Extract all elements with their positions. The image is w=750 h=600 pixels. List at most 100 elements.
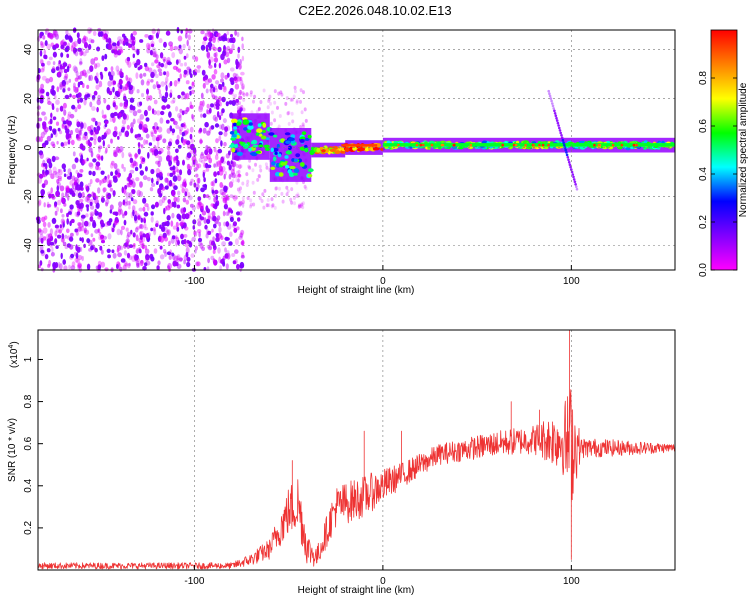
spectrogram-cell bbox=[70, 139, 75, 146]
spectrogram-cell bbox=[168, 161, 172, 168]
spectrogram-cell bbox=[79, 143, 84, 150]
spectrogram-cell bbox=[237, 53, 240, 59]
spectrogram-cell bbox=[287, 110, 291, 115]
spectrogram-cell bbox=[173, 201, 177, 208]
spectrogram-cell bbox=[41, 171, 46, 178]
spectrogram-cell bbox=[86, 93, 90, 98]
spectrogram-cell bbox=[123, 201, 128, 207]
spectrogram-cell bbox=[99, 179, 102, 186]
spectrogram-cell bbox=[113, 220, 118, 226]
spectrogram-cell bbox=[143, 217, 146, 222]
spectrogram-cell bbox=[75, 169, 79, 174]
spectrogram-cell bbox=[262, 88, 266, 93]
spectrogram-cell bbox=[208, 37, 213, 43]
spectrogram-cell bbox=[139, 224, 143, 229]
spectrogram-cell bbox=[129, 157, 134, 164]
colorbar-tick-label: 0.8 bbox=[698, 71, 709, 85]
spectrogram-cell bbox=[77, 226, 82, 232]
spectrogram-cell bbox=[104, 120, 109, 125]
spectrogram-cell bbox=[204, 121, 209, 128]
spectrogram-cell bbox=[199, 138, 203, 145]
spectrogram-cell bbox=[96, 46, 101, 52]
spectrogram-cell bbox=[175, 124, 180, 130]
spectrogram-cell bbox=[224, 236, 229, 241]
spectrogram-cell bbox=[195, 187, 199, 192]
spectrogram-cell bbox=[113, 163, 118, 170]
spectrogram-cell bbox=[126, 124, 130, 130]
spectrogram-cell bbox=[241, 202, 245, 208]
spectrogram-cell bbox=[290, 200, 294, 205]
spectrogram-cell bbox=[92, 30, 97, 36]
spectrogram-cell bbox=[137, 66, 141, 71]
spectrogram-cell bbox=[189, 126, 194, 133]
spectrogram-cell bbox=[271, 203, 275, 208]
spectrogram-cell bbox=[128, 174, 133, 178]
spectrogram-cell bbox=[293, 89, 297, 94]
spectrogram-cell bbox=[45, 157, 51, 162]
spectrogram-cell bbox=[54, 172, 60, 178]
spectrogram-cell bbox=[238, 189, 242, 194]
spectrogram-cell bbox=[97, 215, 102, 220]
spectrogram-cell bbox=[77, 172, 80, 179]
spectrogram-cell bbox=[223, 86, 226, 91]
spectrogram-cell bbox=[37, 117, 43, 122]
spectrogram-cell bbox=[77, 254, 83, 261]
spectrogram-cell bbox=[44, 40, 48, 47]
spectrogram-cell bbox=[134, 153, 139, 158]
spectrogram-cell bbox=[187, 28, 193, 34]
spectrogram-cell bbox=[130, 127, 134, 134]
spectrogram-cell bbox=[157, 126, 163, 133]
colorbar-frame bbox=[710, 29, 738, 271]
spectrogram-cell bbox=[221, 96, 226, 103]
spectrogram-cell bbox=[131, 205, 136, 212]
spectrogram-cell bbox=[93, 209, 97, 214]
spectrogram-cell bbox=[44, 54, 48, 60]
spectrogram-cell bbox=[132, 232, 136, 238]
spectrogram-cell bbox=[136, 213, 141, 220]
spectrogram-cell bbox=[61, 192, 65, 198]
spectrogram-cell bbox=[100, 197, 105, 203]
spectrogram-cell bbox=[225, 125, 231, 132]
spectrogram-cell bbox=[128, 205, 131, 210]
spectrogram-cell bbox=[44, 116, 48, 121]
spectrogram-cell bbox=[230, 168, 235, 176]
spectrogram-cell bbox=[176, 134, 180, 141]
spectrogram-cell bbox=[161, 105, 167, 110]
spectrogram-cell bbox=[632, 143, 636, 147]
spectrogram-cell bbox=[228, 150, 231, 156]
spectrogram-cell bbox=[566, 156, 570, 159]
spectrogram-cell bbox=[96, 153, 101, 159]
spectrogram-cell bbox=[101, 114, 107, 119]
spectrogram-cell bbox=[186, 128, 190, 134]
spectrogram-cell bbox=[107, 43, 112, 51]
spectrogram-cell bbox=[183, 55, 187, 60]
spectrogram-cell bbox=[126, 56, 131, 62]
spectrogram-cell bbox=[153, 59, 159, 64]
spectrogram-cell bbox=[183, 259, 187, 265]
spectrogram-cell bbox=[70, 265, 76, 270]
spectrogram-cell bbox=[120, 109, 125, 114]
spectrogram-cell bbox=[135, 177, 140, 182]
spectrogram-cell bbox=[575, 187, 579, 191]
spectrogram-cell bbox=[430, 143, 434, 147]
spectrogram-cell bbox=[289, 97, 293, 102]
spectrogram-cell bbox=[284, 155, 289, 159]
spectrogram-cell bbox=[329, 148, 335, 152]
snr-x-tick-label: 0 bbox=[380, 576, 386, 587]
spectrogram-cell bbox=[157, 68, 162, 73]
spectrogram-cell bbox=[207, 164, 212, 169]
spectrogram-cell bbox=[74, 228, 79, 233]
spectrogram-cell bbox=[207, 230, 212, 235]
spectrogram-cell bbox=[270, 197, 274, 202]
spectrogram-cell bbox=[124, 130, 130, 138]
spectrogram-cell bbox=[108, 218, 113, 223]
spectrogram-cell bbox=[153, 122, 158, 128]
spectrogram-cell bbox=[173, 185, 178, 191]
spectrogram-cell bbox=[175, 236, 180, 242]
spectrogram-cell bbox=[65, 80, 69, 85]
spectrogram-cell bbox=[144, 262, 148, 267]
spectrogram-cell bbox=[273, 118, 277, 123]
spectrogram-cell bbox=[172, 260, 177, 267]
spectrogram-cell bbox=[67, 42, 71, 49]
spectrogram-cell bbox=[41, 111, 46, 116]
